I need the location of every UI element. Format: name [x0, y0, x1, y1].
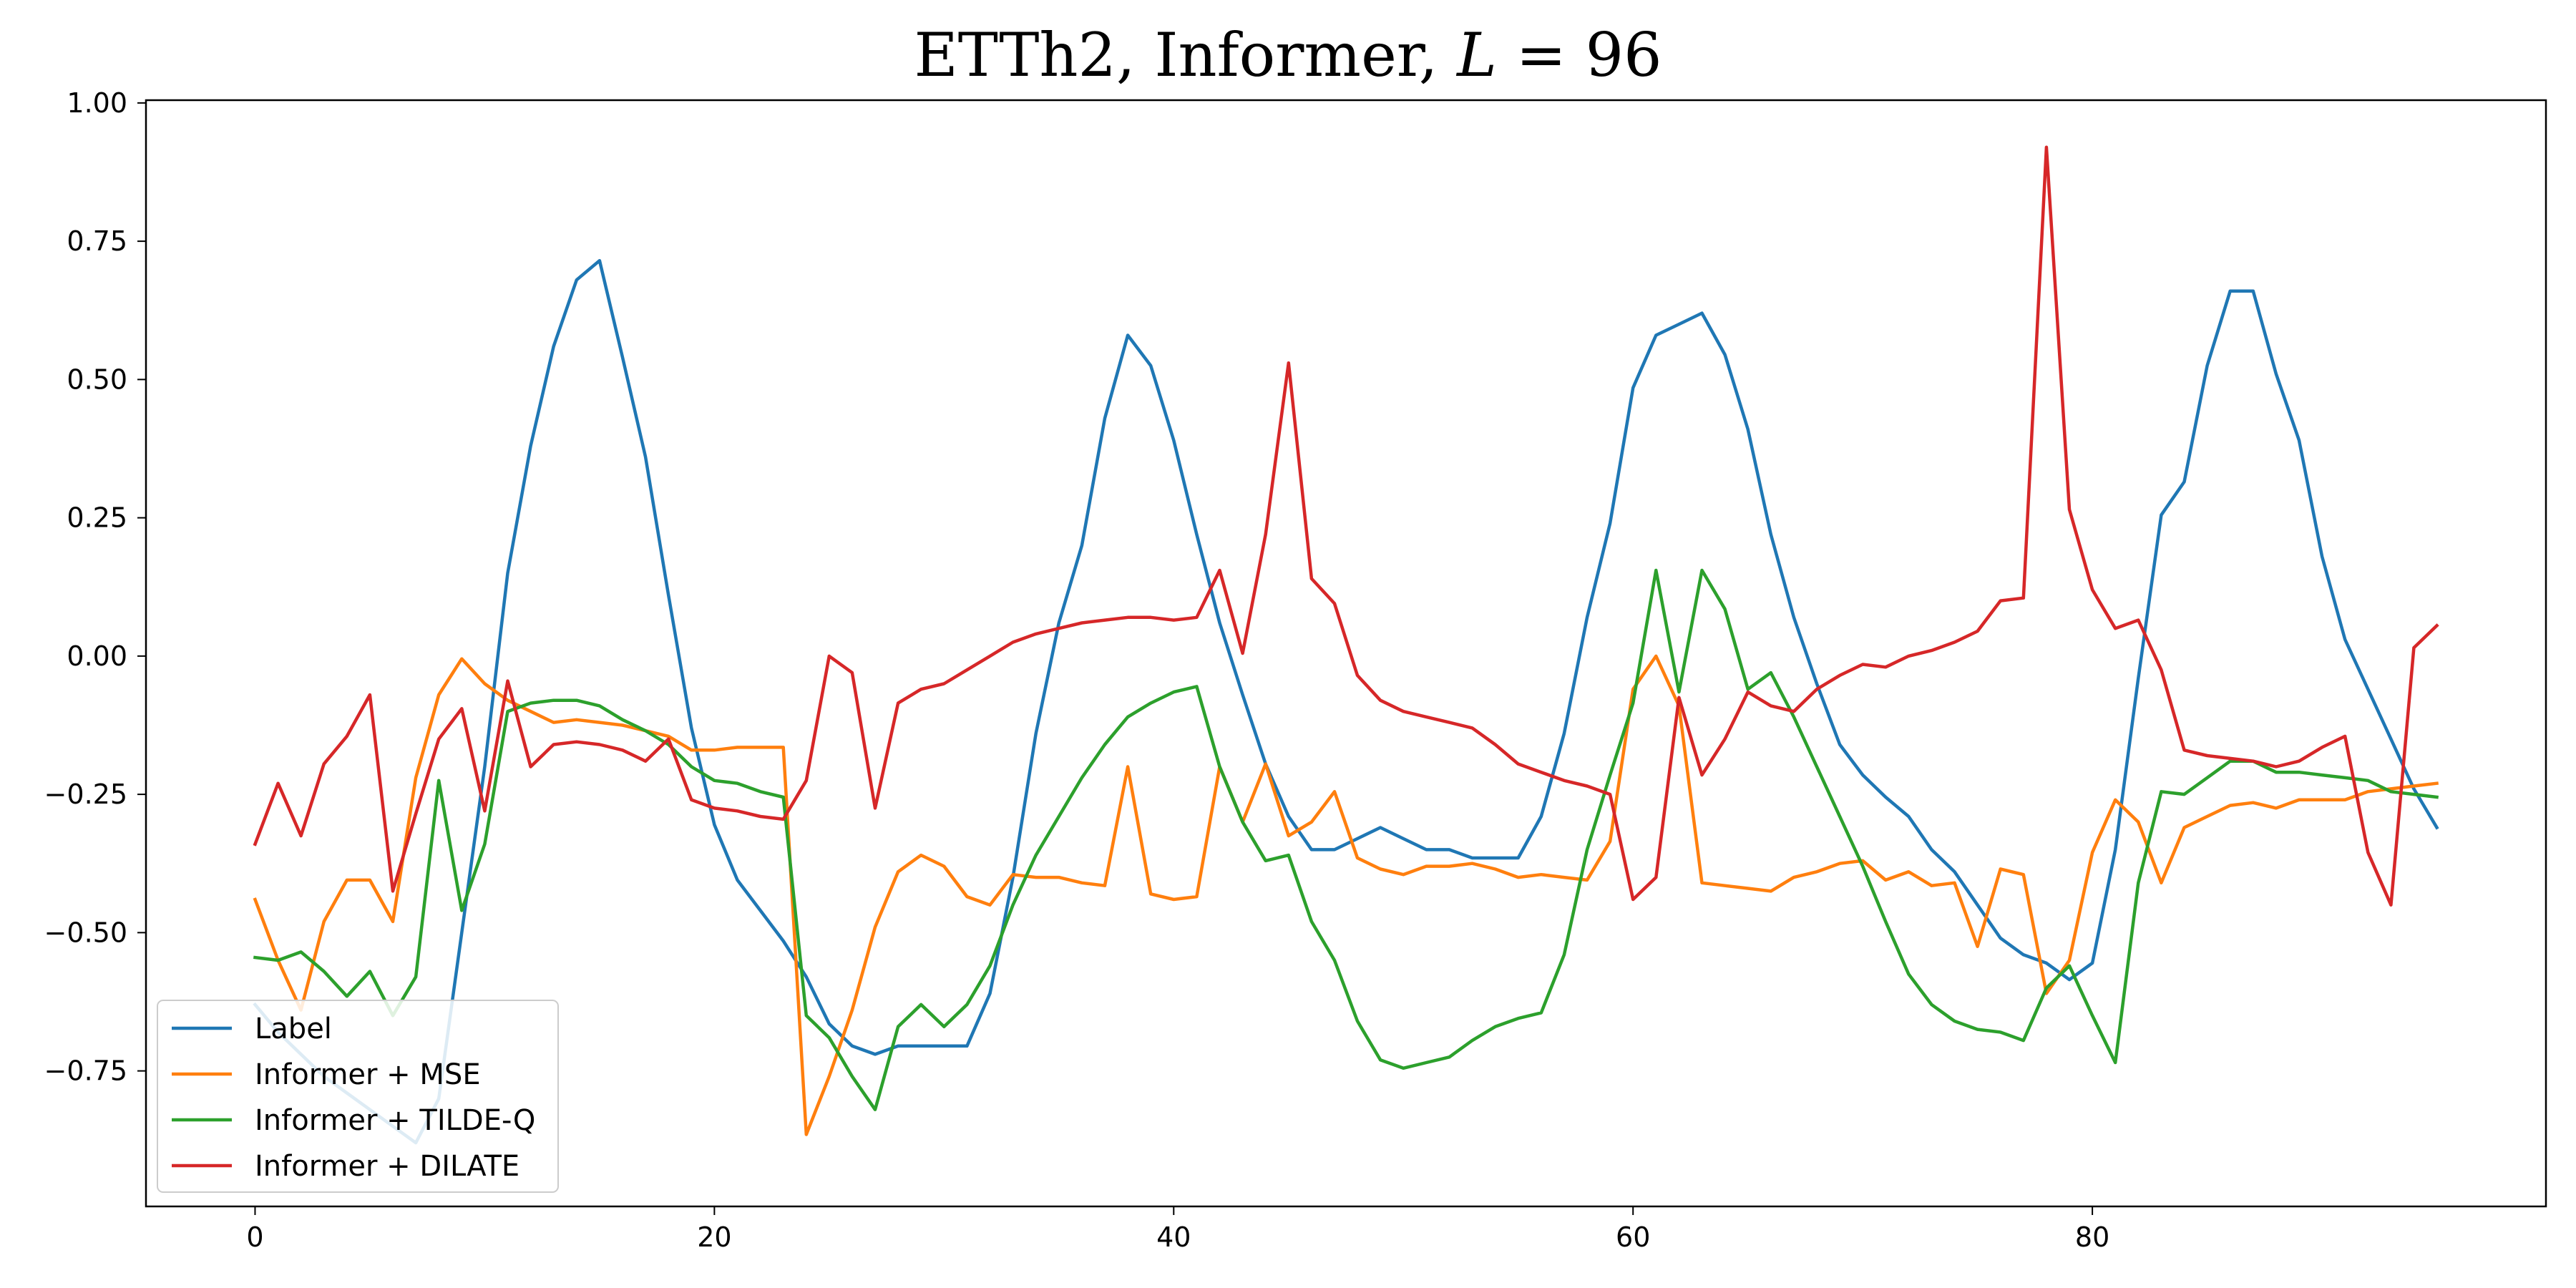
- y-tick-label: 0.50: [67, 364, 127, 395]
- y-tick-label: −0.75: [44, 1055, 127, 1087]
- axes-frame: [145, 99, 2547, 1208]
- legend: Label Informer + MSE Informer + TILDE-Q Inf…: [157, 1000, 559, 1193]
- x-tick-label: 0: [246, 1221, 263, 1253]
- y-tick-label: 0.00: [67, 640, 127, 672]
- chart-title-variable: L: [1457, 20, 1497, 90]
- ticks-layer: 0 20 40 60 80 1.00 0.75 0.50 0.25 0.00 −0.25 −0.50 −…: [44, 87, 2110, 1253]
- legend-label-0: Label: [255, 1013, 332, 1045]
- chart-title-suffix: = 96: [1496, 20, 1662, 90]
- legend-label-1: Informer + MSE: [255, 1058, 481, 1091]
- series-line-2: [253, 568, 2439, 1111]
- y-tick-label: −0.25: [44, 779, 127, 810]
- series-line-3: [253, 145, 2439, 907]
- y-tick-label: 0.25: [67, 502, 127, 534]
- y-tick-label: −0.50: [44, 917, 127, 948]
- chart-title-prefix: ETTh2, Informer,: [914, 20, 1458, 90]
- x-tick-label: 60: [1616, 1221, 1650, 1253]
- legend-box: [157, 1000, 559, 1193]
- legend-label-3: Informer + DILATE: [255, 1150, 519, 1183]
- x-tick-label: 80: [2075, 1221, 2109, 1253]
- series-layer: [253, 145, 2439, 1145]
- y-tick-label: 1.00: [67, 87, 127, 119]
- series-line-1: [253, 654, 2439, 1136]
- x-tick-label: 20: [697, 1221, 731, 1253]
- x-tick-label: 40: [1156, 1221, 1191, 1253]
- chart-title: ETTh2, Informer, L = 96: [0, 20, 2576, 90]
- legend-label-2: Informer + TILDE-Q: [255, 1104, 535, 1137]
- y-tick-label: 0.75: [67, 225, 127, 257]
